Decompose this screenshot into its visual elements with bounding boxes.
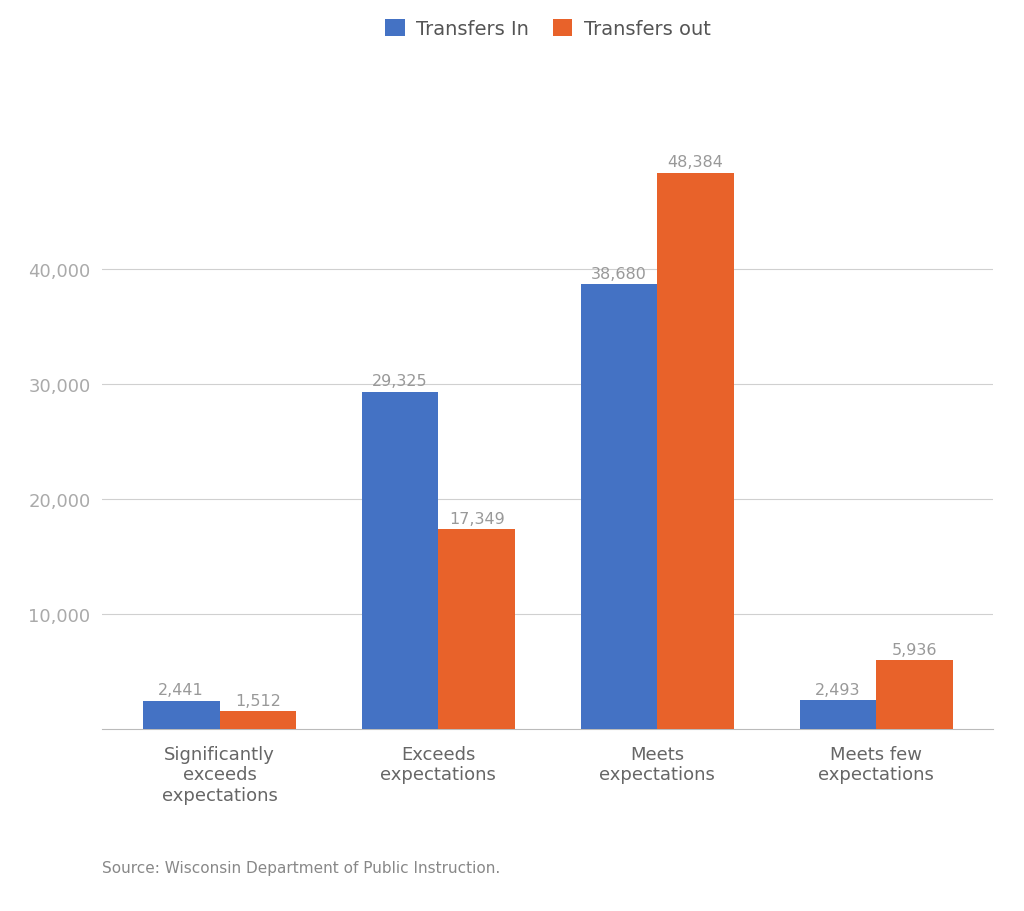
Text: Source: Wisconsin Department of Public Instruction.: Source: Wisconsin Department of Public I…	[102, 860, 501, 875]
Bar	[219, 711, 296, 729]
Bar	[438, 530, 515, 729]
Text: 2,441: 2,441	[159, 682, 204, 697]
Text: 38,680: 38,680	[591, 267, 647, 281]
Text: 29,325: 29,325	[373, 374, 428, 389]
Text: 2,493: 2,493	[815, 681, 860, 697]
Text: 48,384: 48,384	[668, 155, 724, 170]
Text: 17,349: 17,349	[449, 511, 505, 527]
Legend: Transfers In, Transfers out: Transfers In, Transfers out	[385, 20, 711, 39]
Text: 1,512: 1,512	[234, 693, 281, 708]
Bar	[657, 174, 734, 729]
Bar	[361, 393, 438, 729]
Bar	[800, 701, 877, 729]
Bar	[877, 660, 952, 729]
Text: 5,936: 5,936	[892, 642, 937, 657]
Bar	[143, 701, 219, 729]
Bar	[581, 285, 657, 729]
